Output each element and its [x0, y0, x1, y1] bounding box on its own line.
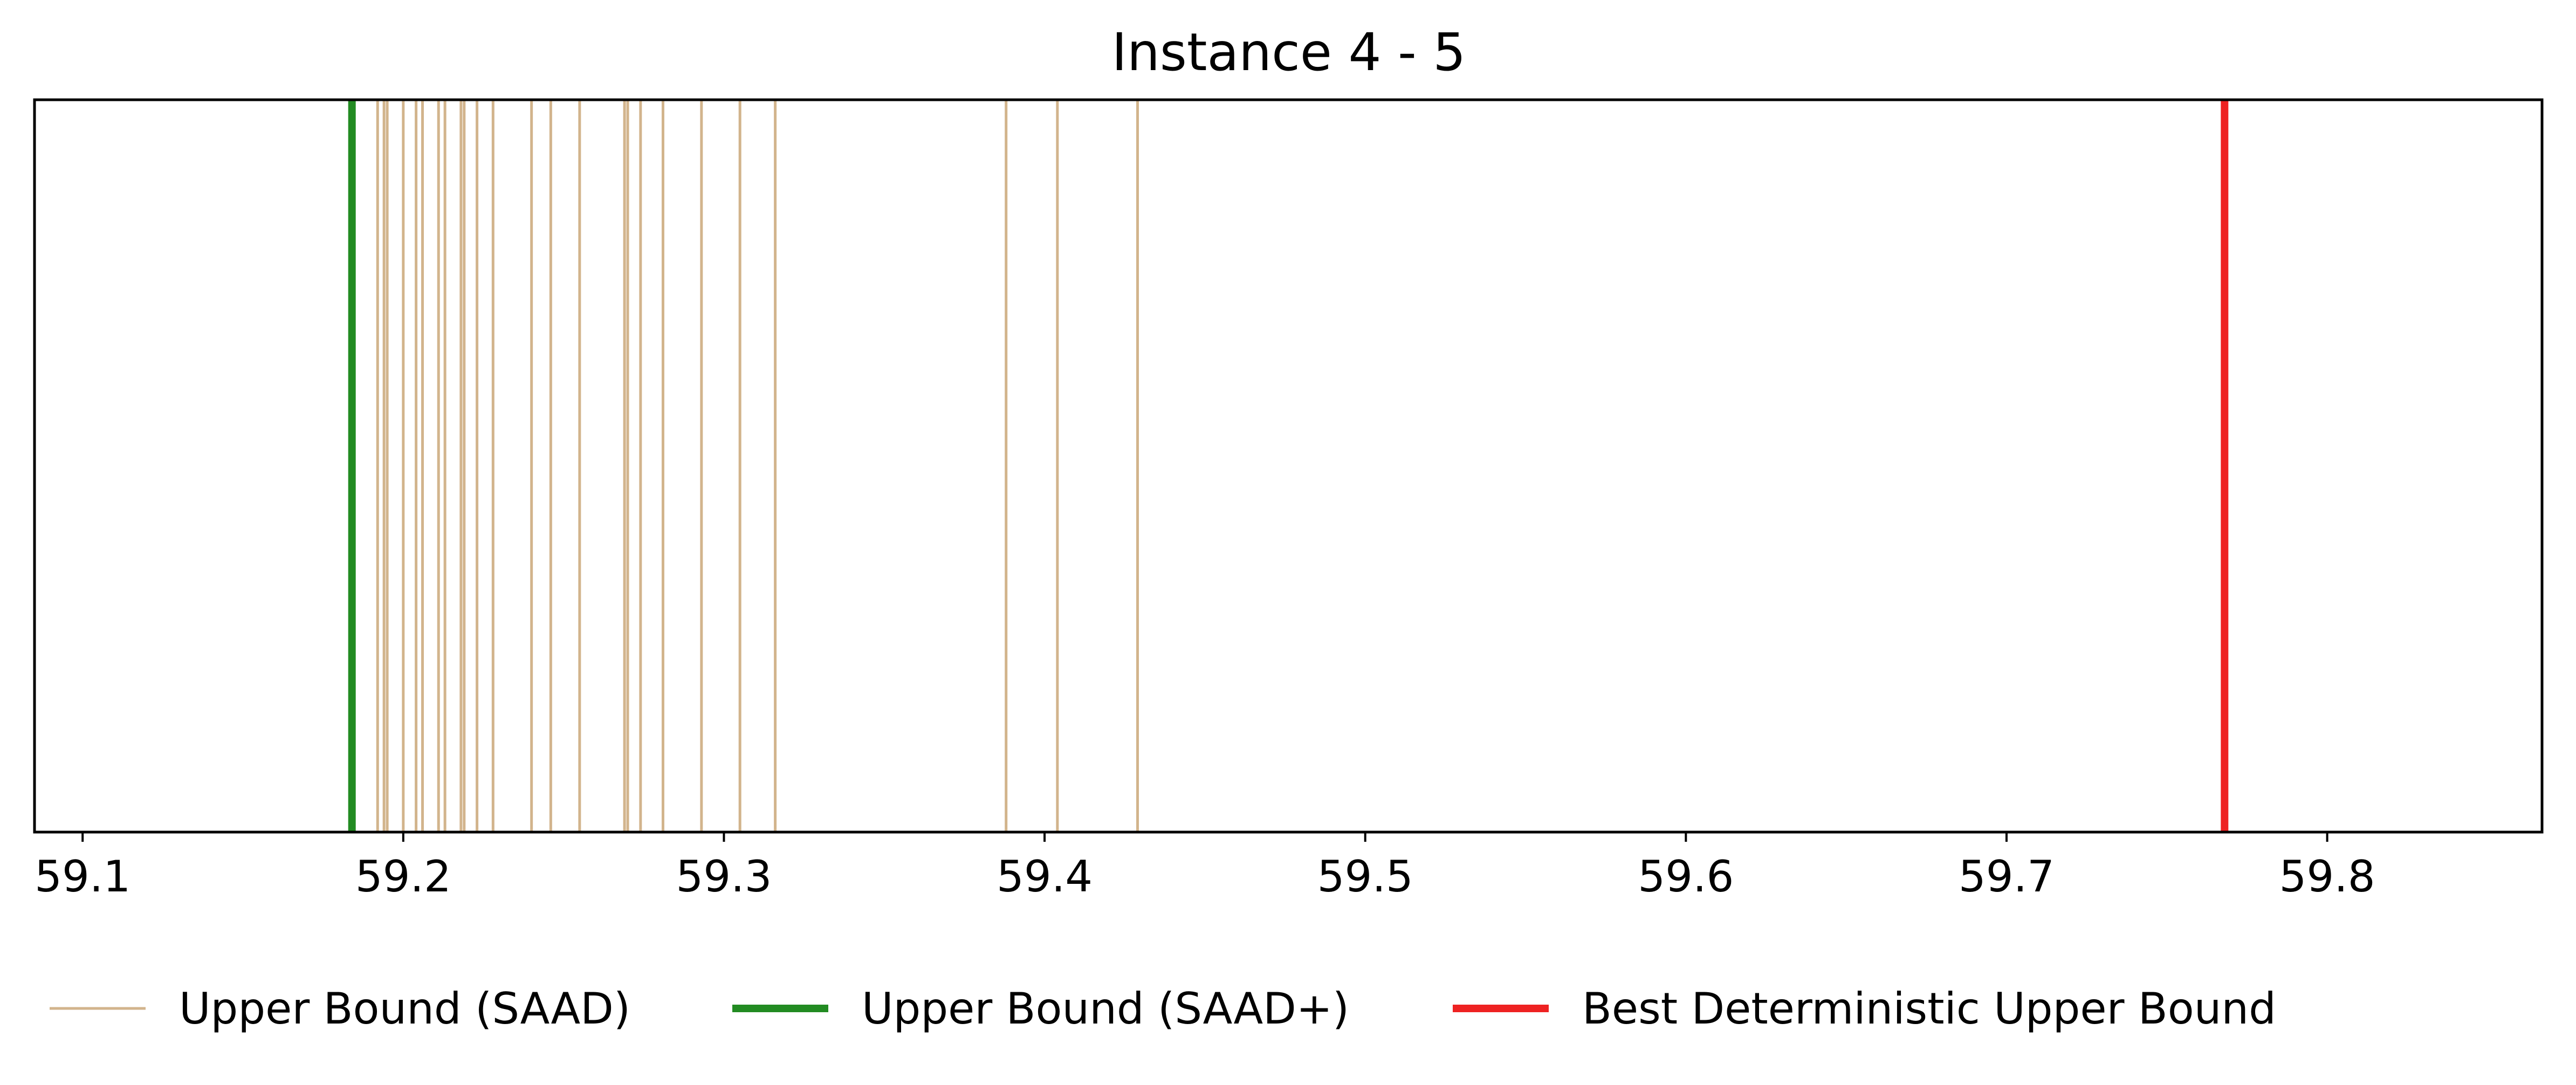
plot-area — [35, 100, 2542, 832]
x-tick-label: 59.4 — [997, 851, 1093, 902]
series-1 — [376, 100, 1139, 832]
x-tick-label: 59.1 — [35, 851, 130, 902]
x-tick-label: 59.5 — [1317, 851, 1413, 902]
legend-label: Upper Bound (SAAD+) — [862, 984, 1349, 1034]
chart-title: Instance 4 - 5 — [1112, 22, 1466, 83]
legend-label: Upper Bound (SAAD) — [179, 984, 630, 1034]
x-tick-label: 59.3 — [676, 851, 772, 902]
x-tick-label: 59.8 — [2279, 851, 2375, 902]
series-layer — [348, 100, 2229, 832]
legend-item-1: Upper Bound (SAAD) — [50, 984, 630, 1034]
x-axis: 59.1 59.2 59.3 59.4 59.5 59.6 59.7 59.8 — [35, 832, 2375, 902]
x-tick-label: 59.7 — [1959, 851, 2055, 902]
x-tick-label: 59.2 — [355, 851, 451, 902]
legend-item-3: Best Deterministic Upper Bound — [1453, 984, 2276, 1034]
legend: Upper Bound (SAAD) Upper Bound (SAAD+) Bes… — [50, 984, 2276, 1034]
legend-item-2: Upper Bound (SAAD+) — [732, 984, 1349, 1034]
x-tick-label: 59.6 — [1638, 851, 1734, 902]
legend-label: Best Deterministic Upper Bound — [1582, 984, 2276, 1034]
plot-frame — [33, 98, 2544, 834]
